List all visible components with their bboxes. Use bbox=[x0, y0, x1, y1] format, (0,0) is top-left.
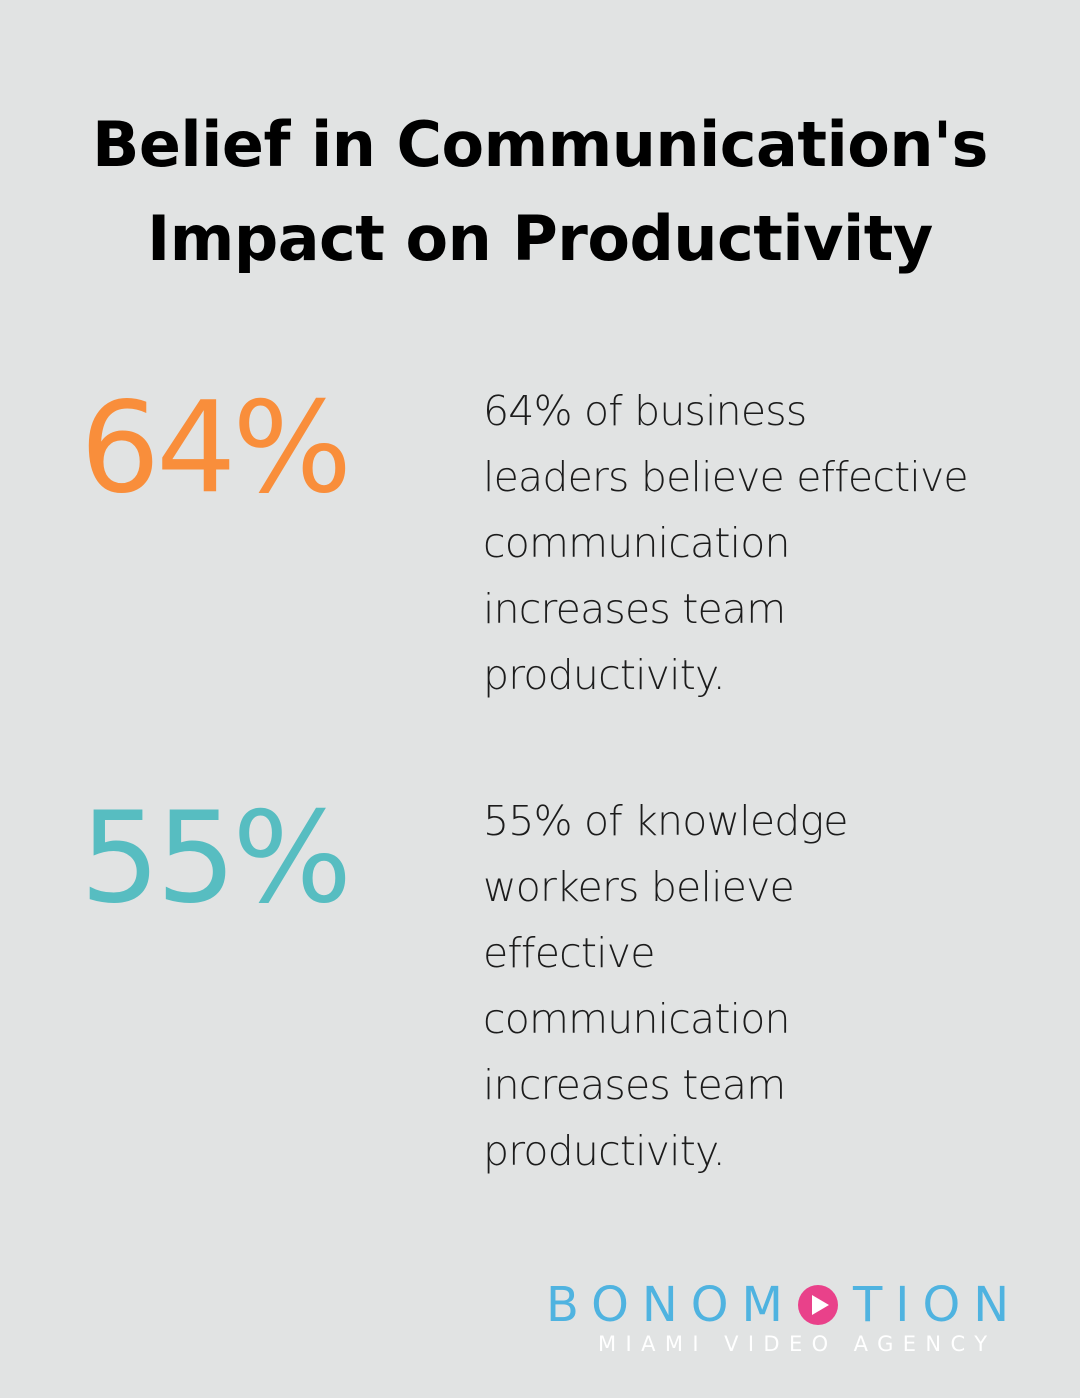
stat-description-line: productivity. bbox=[483, 651, 726, 699]
play-circle-icon bbox=[797, 1285, 838, 1325]
logo-word-end: TION bbox=[852, 1277, 1023, 1333]
title-line-2: Impact on Productivity bbox=[147, 202, 933, 275]
stat-description: 55% of knowledge workers believe effecti… bbox=[483, 788, 1043, 1184]
logo-tagline: MIAMI VIDEO AGENCY bbox=[598, 1332, 997, 1356]
page-title: Belief in Communication's Impact on Prod… bbox=[0, 98, 1080, 286]
stat-description-line: increases team bbox=[483, 1061, 786, 1109]
stat-description-line: effective bbox=[483, 929, 655, 977]
title-line-1: Belief in Communication's bbox=[92, 108, 988, 181]
stat-description-line: productivity. bbox=[483, 1127, 726, 1175]
logo-word-start: BONOM bbox=[546, 1277, 796, 1333]
stat-description-line: communication bbox=[483, 995, 790, 1043]
stat-description: 64% of business leaders believe effectiv… bbox=[483, 378, 1043, 708]
stat-description-line: leaders believe effective bbox=[483, 453, 969, 501]
stat-value: 64% bbox=[80, 374, 352, 521]
stat-description-line: 64% of business bbox=[483, 387, 807, 435]
stat-description-line: increases team bbox=[483, 585, 786, 633]
logo-wordmark: BONOM TION bbox=[546, 1277, 1023, 1333]
stat-description-line: communication bbox=[483, 519, 790, 567]
stat-value: 55% bbox=[80, 784, 352, 931]
stat-description-line: 55% of knowledge bbox=[483, 797, 849, 845]
stat-description-line: workers believe bbox=[483, 863, 795, 911]
brand-logo: BONOM TION MIAMI VIDEO AGENCY bbox=[546, 1277, 1036, 1362]
